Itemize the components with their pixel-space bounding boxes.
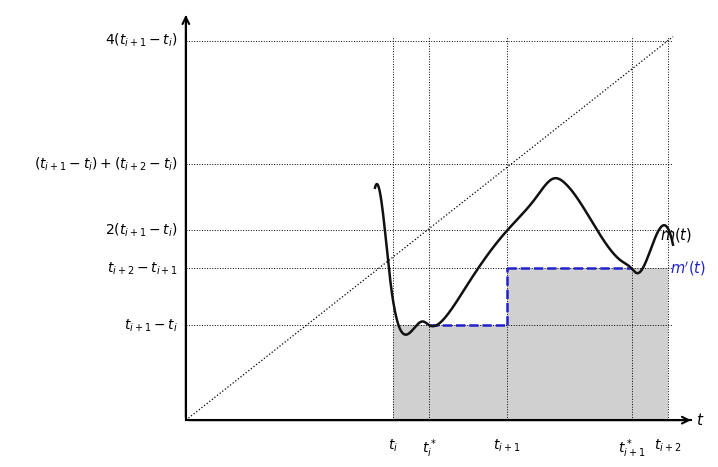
Text: $t_i$: $t_i$ [388,437,398,453]
Text: $t_{i+1}^*$: $t_{i+1}^*$ [618,437,645,460]
Text: $(t_{i+1} - t_i) + (t_{i+2} - t_i)$: $(t_{i+1} - t_i) + (t_{i+2} - t_i)$ [34,156,178,173]
Text: $2(t_{i+1} - t_i)$: $2(t_{i+1} - t_i)$ [106,222,178,239]
Text: $4(t_{i+1} - t_i)$: $4(t_{i+1} - t_i)$ [106,32,178,50]
Text: $m(t)$: $m(t)$ [660,226,692,244]
Text: $t$: $t$ [696,412,705,428]
Text: $t_{i+2} - t_{i+1}$: $t_{i+2} - t_{i+1}$ [107,260,178,276]
Text: $m'(t)$: $m'(t)$ [671,259,707,278]
Text: $t_{i+1} - t_i$: $t_{i+1} - t_i$ [124,317,178,333]
Text: $t_{i+1}$: $t_{i+1}$ [493,437,521,453]
Text: $t_{i+2}$: $t_{i+2}$ [654,437,681,453]
Text: $t_i^*$: $t_i^*$ [422,437,437,460]
